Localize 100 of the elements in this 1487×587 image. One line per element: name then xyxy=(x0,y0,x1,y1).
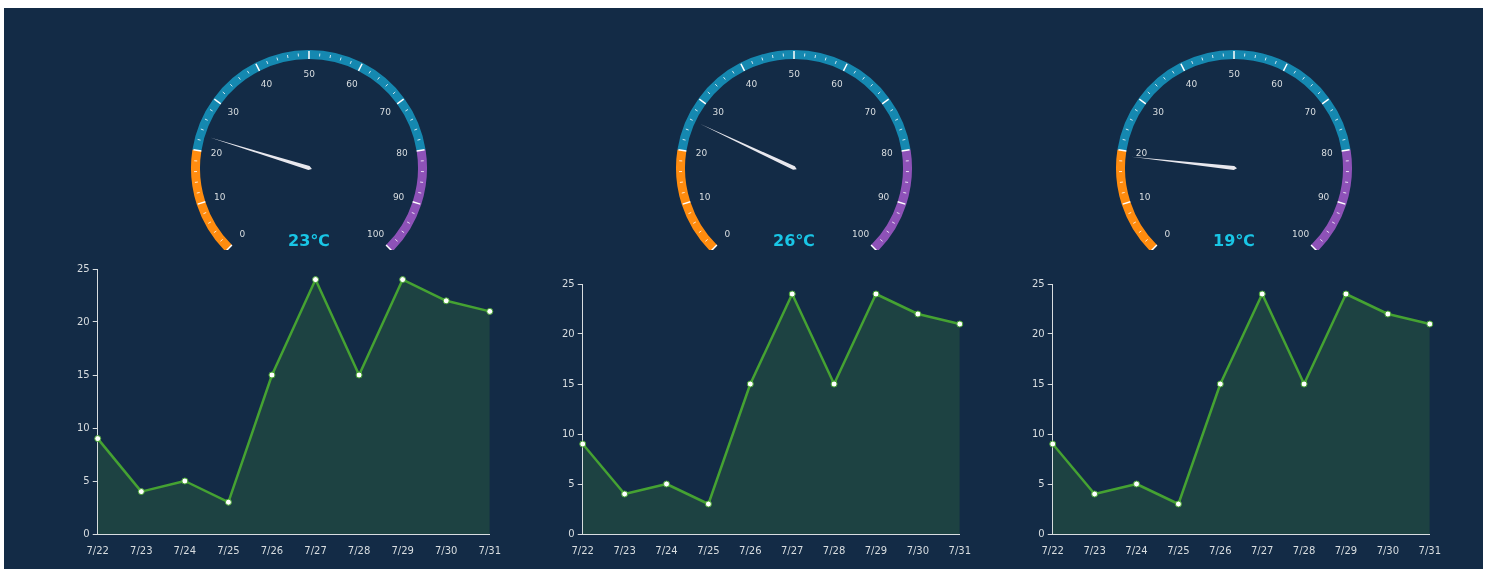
text: 80 xyxy=(1321,147,1333,158)
point xyxy=(1174,500,1182,508)
x-tick-label: 7/22 xyxy=(571,544,594,556)
point xyxy=(355,371,363,379)
point xyxy=(788,290,796,298)
point xyxy=(137,488,145,496)
point xyxy=(914,310,922,318)
point xyxy=(399,276,407,284)
text: 20 xyxy=(695,147,708,158)
text: 90 xyxy=(877,191,890,202)
x-tick-label: 7/23 xyxy=(130,544,153,556)
y-tick-label: 20 xyxy=(76,315,90,327)
text: 60 xyxy=(346,78,358,89)
text: 30 xyxy=(227,107,239,118)
text: 40 xyxy=(260,78,273,89)
x-tick-label: 7/27 xyxy=(304,544,327,556)
x-tick-label: 7/28 xyxy=(347,544,371,556)
y-tick-label: 15 xyxy=(561,377,575,389)
point xyxy=(621,490,629,498)
point xyxy=(746,380,754,388)
text: 0 xyxy=(239,228,246,239)
x-tick-label: 7/23 xyxy=(1083,544,1106,556)
x-tick-label: 7/30 xyxy=(434,544,458,556)
x-tick-label: 7/31 xyxy=(1418,544,1442,556)
text: 20 xyxy=(210,147,223,158)
x-tick-label: 7/30 xyxy=(906,544,930,556)
point xyxy=(442,297,450,305)
text: 50 xyxy=(788,68,800,79)
x-tick-label: 7/26 xyxy=(260,544,284,556)
x-tick-label: 7/22 xyxy=(1041,544,1064,556)
y-tick-label: 5 xyxy=(1038,477,1045,489)
text: 90 xyxy=(1317,191,1330,202)
text: 90 xyxy=(392,191,405,202)
text: 0 xyxy=(724,228,731,239)
y-tick-label: 0 xyxy=(83,527,90,539)
text: 70 xyxy=(379,107,391,118)
text: 40 xyxy=(745,78,758,89)
y-tick-label: 0 xyxy=(568,527,575,539)
text: 100 xyxy=(366,228,385,239)
point xyxy=(830,380,838,388)
text: 60 xyxy=(831,78,843,89)
x-tick-label: 7/26 xyxy=(739,544,762,556)
y-tick-label: 10 xyxy=(76,421,90,433)
x-tick-label: 7/24 xyxy=(173,544,197,556)
point xyxy=(1133,480,1141,488)
y-tick-label: 20 xyxy=(561,327,575,339)
text: 40 xyxy=(1185,78,1198,89)
text: 50 xyxy=(1228,68,1240,79)
text: 60 xyxy=(1271,78,1283,89)
point xyxy=(663,480,671,488)
text: 30 xyxy=(1152,107,1164,118)
x-tick-label: 7/24 xyxy=(655,544,678,556)
point xyxy=(1342,290,1350,298)
x-tick-label: 7/25 xyxy=(697,544,720,556)
y-tick-label: 5 xyxy=(568,477,575,489)
point xyxy=(181,477,189,485)
y-tick-label: 10 xyxy=(561,427,575,439)
x-tick-label: 7/29 xyxy=(391,544,414,556)
text: 10 xyxy=(1139,191,1151,202)
text: 80 xyxy=(396,147,408,158)
x-tick-label: 7/25 xyxy=(217,544,240,556)
y-tick-label: 10 xyxy=(1031,427,1045,439)
text: 70 xyxy=(1304,107,1316,118)
y-tick-label: 25 xyxy=(76,262,90,274)
point xyxy=(956,320,964,328)
data-label: 26℃ xyxy=(773,231,815,251)
point xyxy=(872,290,880,298)
point xyxy=(1426,320,1434,328)
y-tick-label: 25 xyxy=(1031,277,1045,289)
point xyxy=(579,440,587,448)
point xyxy=(312,276,320,284)
text: 10 xyxy=(214,191,226,202)
point xyxy=(1049,440,1057,448)
point xyxy=(1091,490,1099,498)
x-tick-label: 7/22 xyxy=(86,544,109,556)
x-tick-label: 7/23 xyxy=(613,544,636,556)
y-tick-label: 25 xyxy=(561,277,575,289)
text: 30 xyxy=(712,107,724,118)
text: 100 xyxy=(1291,228,1310,239)
point xyxy=(704,500,712,508)
y-tick-label: 15 xyxy=(76,368,90,380)
text: 100 xyxy=(851,228,870,239)
text: 50 xyxy=(303,68,315,79)
x-tick-label: 7/29 xyxy=(864,544,888,556)
text: 80 xyxy=(881,147,893,158)
text: 10 xyxy=(699,191,711,202)
point xyxy=(94,435,102,443)
x-tick-label: 7/27 xyxy=(1250,544,1274,556)
x-tick-label: 7/26 xyxy=(1209,544,1232,556)
point xyxy=(1384,310,1392,318)
x-tick-label: 7/29 xyxy=(1334,544,1358,556)
x-tick-label: 7/25 xyxy=(1167,544,1190,556)
y-tick-label: 20 xyxy=(1031,327,1045,339)
x-tick-label: 7/28 xyxy=(822,544,846,556)
x-tick-label: 7/28 xyxy=(1292,544,1316,556)
x-tick-label: 7/31 xyxy=(478,544,502,556)
x-tick-label: 7/31 xyxy=(948,544,972,556)
data-label: 23℃ xyxy=(288,231,330,251)
y-tick-label: 0 xyxy=(1038,527,1045,539)
text: 0 xyxy=(1164,228,1171,239)
